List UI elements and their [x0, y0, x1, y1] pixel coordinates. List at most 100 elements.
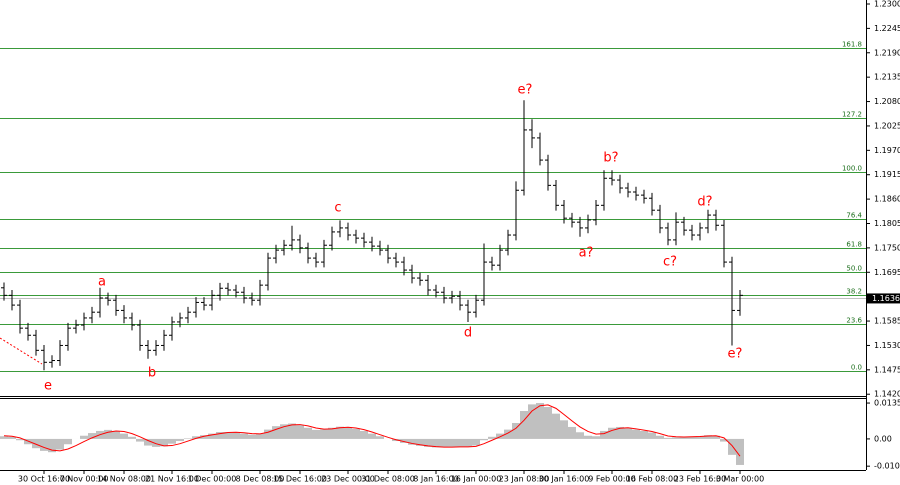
- fibo-level-label: 50.0: [846, 265, 862, 273]
- x-tick-label: 8 Dec 08:00: [236, 475, 285, 484]
- histogram-bar: [480, 438, 488, 441]
- histogram-bar: [360, 430, 368, 439]
- y-tick-label: 1.1475: [874, 365, 900, 374]
- histogram-bar: [152, 438, 160, 447]
- histogram-bar: [56, 438, 64, 450]
- histogram-bar: [696, 436, 704, 439]
- histogram-bar: [296, 425, 304, 439]
- fibo-level-label: 76.4: [846, 212, 862, 220]
- y-tick-label: 1.1915: [874, 170, 900, 179]
- histogram-bar: [248, 434, 256, 439]
- histogram-bar: [704, 435, 712, 439]
- wave-label: e: [44, 379, 52, 394]
- fibo-level-label: 23.6: [846, 317, 862, 325]
- histogram-bar: [456, 438, 464, 447]
- histogram-bar: [424, 438, 432, 447]
- histogram-bar: [648, 432, 656, 439]
- fibo-level-label: 0.0: [851, 364, 862, 372]
- histogram-bar: [624, 428, 632, 439]
- x-tick-label: 14 Nov 08:00: [97, 475, 151, 484]
- fibo-level-label: 127.2: [842, 111, 862, 119]
- wave-label: a: [98, 275, 106, 290]
- histogram-bar: [472, 438, 480, 446]
- histogram-bar: [576, 432, 584, 439]
- histogram-bar: [488, 436, 496, 439]
- histogram-bar: [352, 428, 360, 439]
- y-tick-label: 1.2190: [874, 48, 900, 57]
- wave-label: e?: [728, 347, 743, 362]
- histogram-bar: [408, 438, 416, 445]
- histogram-bar: [736, 438, 744, 465]
- histogram-bar: [552, 413, 560, 439]
- histogram-bar: [560, 420, 568, 439]
- x-tick-label: 16 Feb 08:00: [626, 475, 678, 484]
- histogram-bar: [232, 432, 240, 439]
- x-tick-label: 21 Nov 16:00: [145, 475, 199, 484]
- histogram-bar: [0, 436, 8, 439]
- x-tick-label: 1 Dec 00:00: [188, 475, 237, 484]
- wave-label: c: [334, 201, 341, 216]
- histogram-bar: [240, 433, 248, 439]
- x-tick-label: 30 Jan 16:00: [539, 475, 590, 484]
- histogram-bar: [192, 436, 200, 439]
- y-tick-label: 1.1805: [874, 219, 900, 228]
- x-tick-label: 9 Feb 00:00: [588, 475, 635, 484]
- wave-label: e?: [518, 83, 533, 98]
- histogram-bar: [680, 436, 688, 439]
- histogram-bar: [712, 435, 720, 439]
- histogram-bar: [544, 407, 552, 439]
- signal-line: [3, 404, 741, 457]
- histogram-bar: [584, 435, 592, 439]
- histogram-bar: [32, 438, 40, 449]
- histogram-bar: [512, 422, 520, 439]
- x-tick-label: 3 Mar 00:00: [716, 475, 764, 484]
- histogram-bar: [368, 433, 376, 439]
- histogram-bar: [520, 411, 528, 439]
- y-tick-label: 1.1750: [874, 243, 900, 252]
- wave-label: b: [148, 366, 156, 381]
- x-tick-label: 16 Jan 00:00: [451, 475, 502, 484]
- y-tick-label: 1.1970: [874, 146, 900, 155]
- histogram-bar: [336, 426, 344, 439]
- x-tick-label: 15 Dec 16:00: [273, 475, 327, 484]
- histogram-bar: [320, 429, 328, 439]
- histogram-bar: [528, 404, 536, 439]
- histogram-bar: [608, 427, 616, 439]
- histogram-bar: [176, 438, 184, 442]
- histogram-bar: [216, 432, 224, 439]
- fibo-level-label: 161.8: [842, 41, 862, 49]
- histogram-bar: [632, 429, 640, 439]
- wave-label: d?: [697, 195, 712, 210]
- histogram-bar: [40, 438, 48, 451]
- histogram-bar: [264, 429, 272, 439]
- histogram-bar: [376, 436, 384, 439]
- histogram-bar: [328, 427, 336, 439]
- histogram-bar: [440, 438, 448, 448]
- histogram-bar: [184, 438, 192, 439]
- histogram-bar: [312, 429, 320, 439]
- histogram-bar: [64, 438, 72, 445]
- y-tick-label: 1.1695: [874, 268, 900, 277]
- histogram-bar: [136, 438, 144, 442]
- histogram-bar: [536, 403, 544, 439]
- wave-label: a?: [579, 246, 594, 261]
- histogram-bar: [432, 438, 440, 448]
- histogram-bar: [8, 436, 16, 439]
- x-tick-label: 30 Oct 16:00: [18, 475, 70, 484]
- y-tick-label: 1.1585: [874, 317, 900, 326]
- histogram-bar: [144, 438, 152, 446]
- last-price-label: 1.1636: [872, 294, 900, 303]
- histogram-bar: [664, 437, 672, 439]
- histogram-bar: [88, 433, 96, 439]
- histogram-bar: [640, 430, 648, 439]
- fibo-level-label: 61.8: [846, 241, 862, 249]
- last-price-box: [867, 293, 900, 304]
- histogram-bar: [128, 436, 136, 439]
- histogram-bar: [288, 423, 296, 439]
- wave-label: d: [464, 326, 472, 341]
- histogram-bar: [504, 429, 512, 439]
- histogram-bar: [344, 427, 352, 439]
- y-tick-label: 1.1860: [874, 195, 900, 204]
